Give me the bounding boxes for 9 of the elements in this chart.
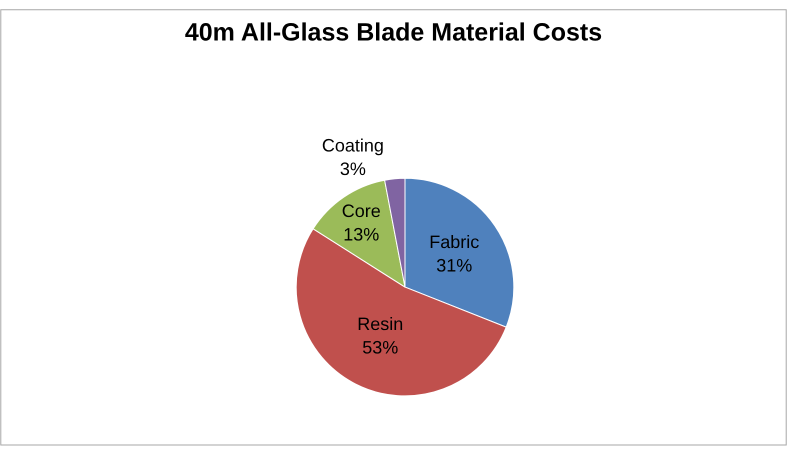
slice-label: Fabric: [429, 232, 480, 252]
slice-label: Coating: [322, 136, 384, 156]
slice-label: Resin: [357, 314, 404, 334]
slice-label: Core: [342, 200, 381, 221]
chart-title: 40m All-Glass Blade Material Costs: [184, 18, 602, 46]
data-label: 31%: [436, 255, 472, 276]
data-label: 3%: [340, 158, 366, 179]
data-label: 53%: [362, 337, 398, 358]
data-label: 13%: [343, 224, 380, 244]
